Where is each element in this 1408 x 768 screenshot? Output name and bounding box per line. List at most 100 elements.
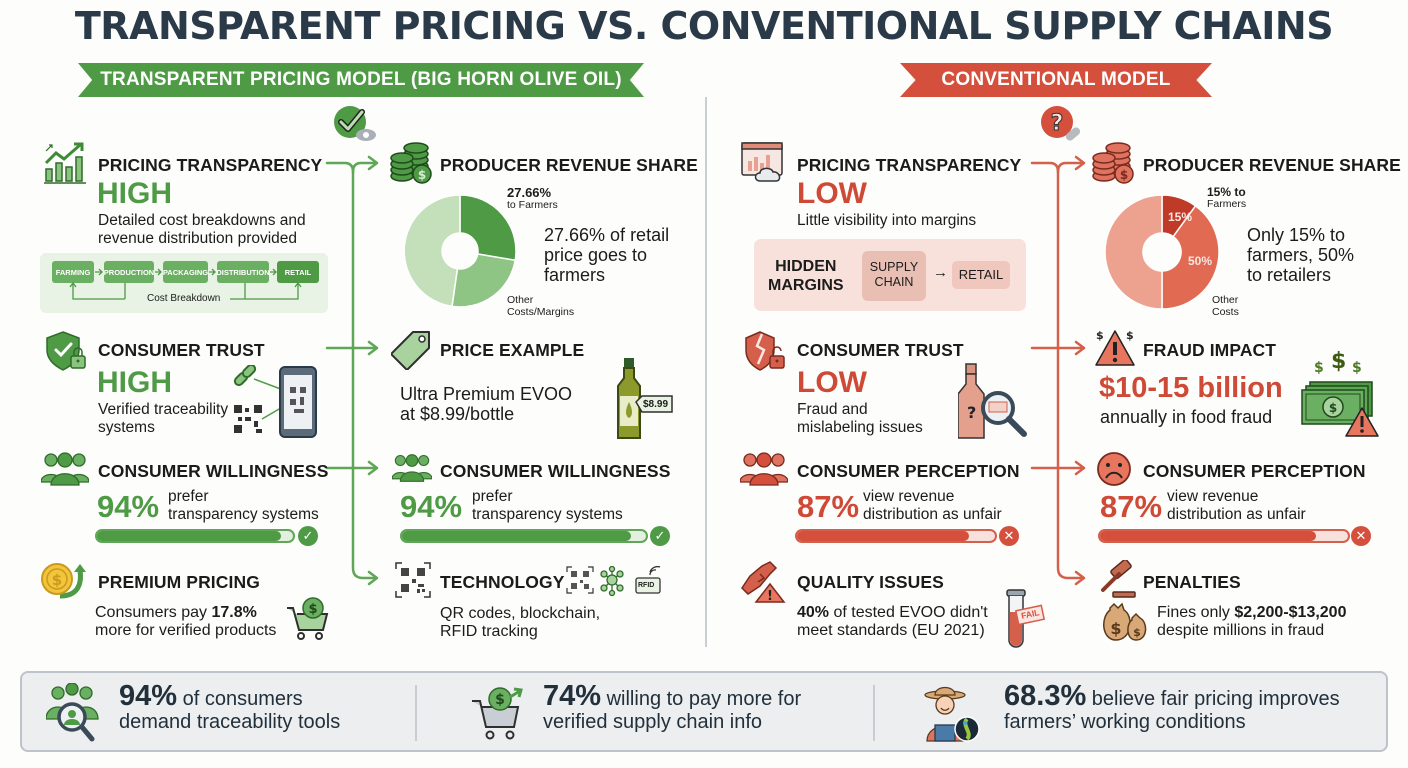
price-example-heading: PRICE EXAMPLE xyxy=(440,340,585,360)
coins-stack-icon: $ xyxy=(390,142,434,184)
transparent-revenue-summary: 27.66% of retail price goes to farmers xyxy=(544,225,669,285)
footer-stat-pay-more: 74% willing to pay more for verified sup… xyxy=(543,680,802,735)
technology-heading: TECHNOLOGY xyxy=(440,572,565,592)
conventional-model-banner: CONVENTIONAL MODEL xyxy=(900,63,1212,97)
consumer-willingness-heading: CONSUMER WILLINGNESS xyxy=(440,461,671,481)
svg-text:$: $ xyxy=(308,602,317,617)
other-costs-line: Other xyxy=(507,294,534,306)
hidden-line: MARGINS xyxy=(768,277,844,294)
farmers-share-line: 15% to xyxy=(1207,185,1246,199)
desc-line: mislabeling issues xyxy=(797,419,923,436)
growth-chart-icon xyxy=(42,141,88,185)
desc-line: prefer xyxy=(472,488,513,505)
consumer-perception-heading: CONSUMER PERCEPTION xyxy=(1143,461,1366,481)
footer-stats-bar: 94% of consumers demand traceability too… xyxy=(20,671,1388,752)
desc-line: QR codes, blockchain, xyxy=(440,605,601,622)
svg-text:$: $ xyxy=(1331,349,1346,374)
consumer-willingness-bar xyxy=(95,529,295,543)
desc-line: RFID tracking xyxy=(440,623,538,640)
money-warning-icon: $ $ $ $ xyxy=(1300,346,1380,438)
footer-stat-text: willing to pay more for xyxy=(601,688,802,710)
consumer-perception-pct: 87% xyxy=(1100,489,1163,524)
conventional-model-banner-label: CONVENTIONAL MODEL xyxy=(941,69,1171,90)
summary-line: farmers xyxy=(544,265,606,285)
broken-bottle-warning-icon: ! xyxy=(740,560,788,604)
footer-stat-text: farmers’ working conditions xyxy=(1004,711,1246,733)
shield-lock-icon xyxy=(43,330,89,372)
svg-text:$: $ xyxy=(1133,626,1141,639)
price-example-desc: Ultra Premium EVOO at $8.99/bottle xyxy=(400,384,572,424)
flow-step-production: PRODUCTION xyxy=(104,261,154,283)
people-search-icon xyxy=(46,683,104,745)
retail-box: RETAIL xyxy=(952,261,1010,289)
consumer-trust-level: HIGH xyxy=(97,366,172,399)
consumer-perception-pct: 87% xyxy=(797,489,860,524)
flow-step-farming: FARMING xyxy=(52,261,94,283)
hidden-margins-diagram: HIDDEN MARGINS SUPPLY CHAIN → RETAIL xyxy=(754,239,1026,311)
slice-15-label: 15% xyxy=(1168,210,1193,224)
check-badge-icon: ✓ xyxy=(650,526,670,546)
consumer-perception-bar xyxy=(795,529,997,543)
price-tag-icon xyxy=(391,330,431,370)
desc-line: at $8.99/bottle xyxy=(400,404,515,424)
desc-line: view revenue xyxy=(863,488,955,505)
desc-line: Detailed cost breakdowns and xyxy=(98,212,306,229)
svg-text:$: $ xyxy=(1110,619,1121,638)
desc-line: revenue distribution provided xyxy=(98,230,298,247)
desc-line: transparency systems xyxy=(168,506,319,523)
fraud-impact-desc: annually in food fraud xyxy=(1100,407,1273,427)
farmer-fairtrade-icon xyxy=(921,683,985,745)
consumer-trust-desc: Verified traceability systems xyxy=(98,401,228,437)
supply-line: SUPPLY xyxy=(869,260,919,274)
svg-text:$: $ xyxy=(1352,360,1362,376)
footer-stat-traceability: 94% of consumers demand traceability too… xyxy=(119,682,341,735)
x-badge-icon: ✕ xyxy=(1351,526,1371,546)
consumer-willingness-pct: 94% xyxy=(400,489,463,524)
consumer-perception-desc: view revenue distribution as unfair xyxy=(863,488,1002,524)
pricing-transparency-level: LOW xyxy=(797,177,867,210)
flow-step-packaging: PACKAGING xyxy=(163,261,208,283)
desc-line: prefer xyxy=(168,488,209,505)
footer-stat-text: believe fair pricing improves xyxy=(1086,688,1340,710)
conventional-revenue-summary: Only 15% to farmers, 50% to retailers xyxy=(1247,225,1354,285)
olive-oil-bottle-icon: $8.99 xyxy=(614,356,678,442)
desc-line: Ultra Premium EVOO xyxy=(400,384,573,404)
page-title: TRANSPARENT PRICING VS. CONVENTIONAL SUP… xyxy=(74,4,1334,48)
premium-pricing-desc: Consumers pay 17.8% more for verified pr… xyxy=(95,604,276,640)
bar-fill xyxy=(97,531,282,541)
farmers-share-pct: 27.66% xyxy=(507,185,552,200)
svg-text:$: $ xyxy=(1314,360,1324,376)
center-divider xyxy=(705,97,707,647)
premium-pricing-pct: 17.8% xyxy=(211,604,257,621)
desc-line: Fraud and xyxy=(797,401,868,418)
footer-stat-text: demand traceability tools xyxy=(119,711,341,733)
footer-stat-pct: 74% xyxy=(543,680,602,712)
consumer-willingness-desc: prefer transparency systems xyxy=(168,488,319,524)
producer-revenue-share-heading: PRODUCER REVENUE SHARE xyxy=(440,155,698,175)
pricing-transparency-desc: Little visibility into margins xyxy=(797,212,977,229)
question-icon: ? xyxy=(1037,104,1085,144)
pricing-transparency-desc: Detailed cost breakdowns and revenue dis… xyxy=(98,212,306,248)
rfid-label: RFID xyxy=(638,582,655,589)
svg-text:!: ! xyxy=(767,589,773,604)
svg-text:$: $ xyxy=(52,571,62,589)
desc-line: distribution as unfair xyxy=(1167,506,1306,523)
money-bags-icon: $ $ xyxy=(1100,600,1150,644)
consumer-perception-desc: view revenue distribution as unfair xyxy=(1167,488,1306,524)
desc-line: transparency systems xyxy=(472,506,623,523)
summary-line: price goes to xyxy=(544,245,648,265)
traceability-illustration-icon xyxy=(232,365,322,441)
transparent-model-banner-label: TRANSPARENT PRICING MODEL (BIG HORN OLIV… xyxy=(100,69,622,90)
consumer-willingness-heading: CONSUMER WILLINGNESS xyxy=(98,461,329,481)
footer-separator xyxy=(873,685,875,741)
bar-fill xyxy=(1100,531,1316,541)
desc-line: meet standards (EU 2021) xyxy=(797,622,985,639)
cart-dollar-icon: $ xyxy=(470,683,526,745)
bar-fill xyxy=(402,531,632,541)
consumer-willingness-desc: prefer transparency systems xyxy=(472,488,623,524)
farmers-share-text: to Farmers xyxy=(507,199,558,211)
fraud-impact-heading: FRAUD IMPACT xyxy=(1143,340,1277,360)
consumer-willingness-bar xyxy=(400,529,648,543)
desc-line: view revenue xyxy=(1167,488,1259,505)
fraud-impact-amount: $10-15 billion xyxy=(1099,372,1283,404)
